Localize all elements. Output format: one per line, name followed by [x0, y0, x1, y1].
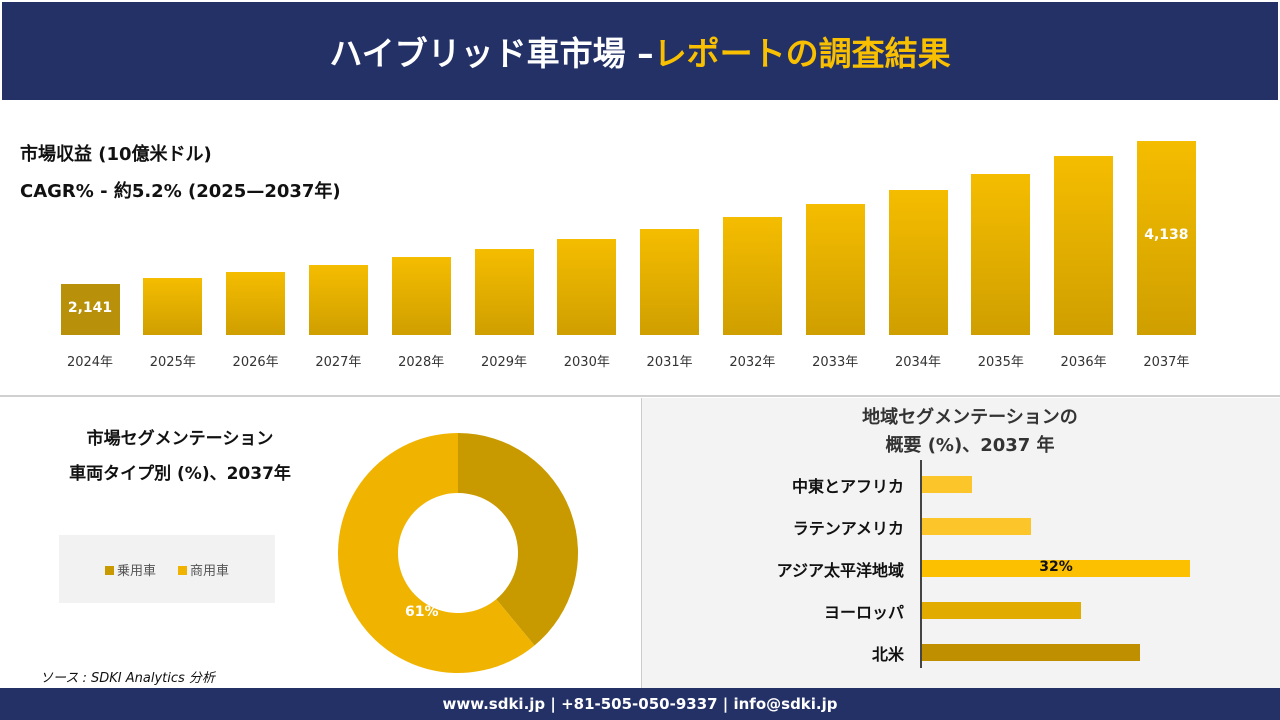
- bar-2033年: [805, 204, 865, 335]
- page-title: ハイブリッド車市場 –: [329, 34, 654, 73]
- x-tick-label: 2035年: [977, 355, 1024, 370]
- bar-2028年: [391, 257, 451, 335]
- region-label: ラテンアメリカ: [792, 519, 904, 538]
- x-tick-label: 2028年: [398, 355, 445, 370]
- x-tick-label: 2032年: [729, 355, 776, 370]
- region-panel: [641, 398, 1280, 688]
- bar-2031年: [640, 229, 700, 335]
- region-title-1: 地域セグメンテーションの: [862, 407, 1078, 428]
- region-axis: [920, 460, 922, 668]
- bar-2035年: [971, 174, 1031, 335]
- bar-2024年: [60, 284, 120, 335]
- header-banner: ハイブリッド車市場 – レポートの調査結果: [2, 2, 1278, 100]
- region-bar: [922, 518, 1031, 535]
- bar-2032年: [722, 216, 782, 335]
- data-label: 2,141: [67, 300, 113, 316]
- cagr-text: CAGR% - 約5.2% (2025—2037年): [20, 181, 341, 202]
- data-label: 4,138: [1144, 227, 1189, 243]
- region-bar: [922, 602, 1082, 619]
- region-label: ヨーロッパ: [823, 603, 904, 622]
- footer-contact: www.sdki.jp | +81-505-050-9337 | info@sd…: [0, 688, 1280, 720]
- region-label: 中東とアフリカ: [791, 477, 904, 496]
- bar-2036年: [1054, 156, 1114, 335]
- donut-slice-0: [458, 433, 578, 646]
- donut-data-label: 61%: [405, 604, 439, 620]
- legend-item-commercial: 商用車: [178, 560, 229, 579]
- region-bar: [922, 644, 1140, 661]
- x-tick-label: 2031年: [646, 355, 693, 370]
- x-tick-label: 2036年: [1060, 355, 1107, 370]
- region-label: 北米: [871, 645, 904, 664]
- region-label: アジア太平洋地域: [776, 561, 904, 580]
- bar-2029年: [474, 248, 534, 335]
- page-title-accent: レポートの調査結果: [653, 34, 951, 73]
- bar-2030年: [557, 238, 617, 335]
- x-tick-label: 2024年: [66, 355, 114, 370]
- x-tick-label: 2026年: [232, 355, 279, 370]
- bar-2034年: [888, 189, 948, 335]
- region-data-label: 32%: [1039, 559, 1073, 575]
- bar-2027年: [308, 265, 368, 335]
- x-tick-label: 2025年: [149, 355, 196, 370]
- vehicle-type-donut-chart: 61%: [338, 433, 578, 673]
- bar-2026年: [226, 271, 286, 335]
- x-tick-label: 2029年: [480, 355, 528, 370]
- x-tick-label: 2033年: [812, 355, 859, 370]
- divider: [0, 395, 1280, 397]
- x-tick-label: 2037年: [1143, 355, 1190, 370]
- region-title-2: 概要 (%)、2037 年: [885, 435, 1055, 456]
- donut-legend: 乗用車 商用車: [59, 535, 275, 603]
- segment-title-2: 車両タイプ別 (%)、2037年: [69, 464, 291, 484]
- region-bar: [922, 476, 973, 493]
- region-title: 地域セグメンテーションの 概要 (%)、2037 年: [800, 404, 1140, 460]
- x-tick-label: 2030年: [563, 355, 610, 370]
- legend-item-passenger: 乗用車: [104, 560, 156, 579]
- bar-2037年: [1136, 141, 1196, 335]
- x-tick-label: 2034年: [894, 355, 942, 370]
- revenue-title: 市場収益 (10億米ドル): [20, 144, 212, 165]
- source-note: ソース : SDKI Analytics 分析: [40, 671, 215, 686]
- legend-swatch: [104, 565, 114, 575]
- x-tick-label: 2027年: [315, 355, 362, 370]
- segment-title-1: 市場セグメンテーション: [86, 429, 274, 449]
- region-bar: [922, 560, 1190, 577]
- bar-2025年: [143, 277, 203, 335]
- legend-swatch: [178, 565, 187, 575]
- donut-slice-1: [338, 433, 535, 673]
